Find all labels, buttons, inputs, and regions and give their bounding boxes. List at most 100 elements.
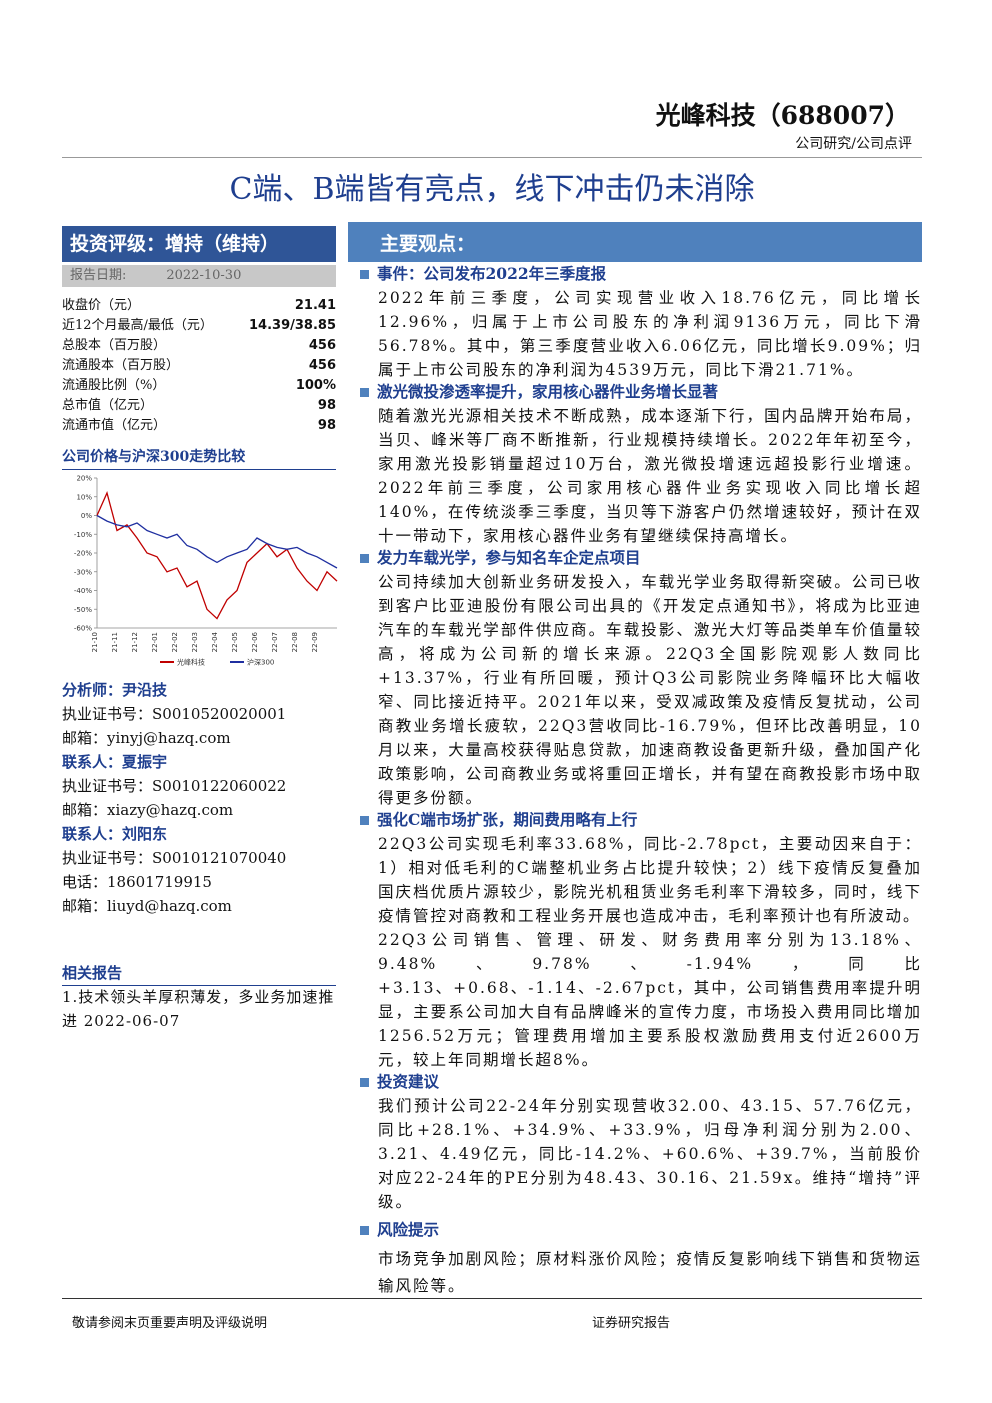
section-heading-text: 投资建议 (377, 1072, 440, 1091)
related-item: 1.技术领头羊厚积薄发，多业务加速推进 2022-06-07 (62, 988, 335, 1030)
section: 强化C端市场扩张，期间费用略有上行 22Q3公司实现毛利率33.68%，同比-2.… (360, 808, 922, 1072)
x-tick-label: 21-12 (131, 632, 139, 652)
stock-table: 收盘价（元） 21.41 近12个月最高/最低（元） 14.39/38.85 总股本（百… (62, 296, 336, 436)
section: 风险提示市场竞争加剧风险；原材料涨价风险；疫情反复影响线下销售和货物运输风险等。 (360, 1218, 922, 1300)
y-tick-label: -10% (74, 531, 92, 539)
stock-row: 流通股比例（%） 100% (62, 376, 336, 396)
report-category: 公司研究/公司点评 (795, 136, 912, 152)
stock-value: 98 (317, 418, 336, 433)
stock-value: 100% (295, 378, 336, 393)
contact-line: 邮箱：liuyd@hazq.com (62, 897, 232, 915)
main-title: 主要观点： (380, 233, 476, 255)
section: 投资建议我们预计公司22-24年分别实现营收32.00、43.15、57.76亿… (360, 1070, 922, 1214)
paragraph: 随着激光光源相关技术不断成熟，成本逐渐下行，国内品牌开始布局，当贝、峰米等厂商不… (378, 407, 922, 545)
paragraph: 我们预计公司22-24年分别实现营收32.00、43.15、57.76亿元，同比… (378, 1097, 922, 1211)
y-tick-label: -30% (74, 568, 92, 576)
y-tick-label: -50% (74, 606, 92, 614)
section-heading: 风险提示 (360, 1218, 922, 1242)
y-tick-label: 10% (76, 493, 92, 501)
section-heading-text: 激光微投渗透率提升，家用核心器件业务增长显著 (377, 382, 719, 401)
stock-label: 总股本（百万股） (62, 338, 167, 353)
price-chart: 20% 10% 0% -10% -20% -30% -40% -50% -60%21-10 21-… (74, 475, 338, 667)
x-tick-label: 22-01 (151, 632, 159, 652)
stock-value: 456 (308, 358, 336, 373)
bullet-icon (360, 1225, 369, 1235)
stock-value: 456 (308, 338, 336, 353)
series-line (96, 491, 338, 620)
contact-title: 联系人：夏振宇 (62, 753, 168, 771)
section-heading: 强化C端市场扩张，期间费用略有上行 (360, 808, 922, 832)
related-title: 相关报告 (62, 962, 336, 986)
stock-row: 总股本（百万股） 456 (62, 336, 336, 356)
bullet-icon (360, 1077, 369, 1087)
section-heading: 激光微投渗透率提升，家用核心器件业务增长显著 (360, 380, 922, 404)
paragraph: 公司持续加大创新业务研发投入，车载光学业务取得新突破。公司已收到客户比亚迪股份有… (378, 573, 922, 807)
bullet-icon (360, 815, 369, 825)
contact-title: 联系人：刘阳东 (62, 825, 168, 843)
legend-label: 沪深300 (247, 658, 274, 667)
contact-title: 分析师：尹沿技 (62, 681, 168, 699)
section-heading-text: 风险提示 (377, 1220, 440, 1239)
contact-line: 执业证书号：S0010520020001 (62, 705, 287, 723)
paragraph: 2022年前三季度，公司实现营业收入18.76亿元，同比增长12.96%，归属于… (378, 289, 922, 379)
stock-row: 近12个月最高/最低（元） 14.39/38.85 (62, 316, 336, 336)
date-label: 报告日期: (70, 268, 127, 283)
footer-left: 敬请参阅末页重要声明及评级说明 (72, 1316, 268, 1331)
stock-label: 流通市值（亿元） (62, 418, 167, 433)
contact-line: 邮箱：yinyj@hazq.com (62, 729, 231, 747)
y-tick-label: 20% (76, 475, 92, 483)
stock-label: 总市值（亿元） (62, 398, 154, 413)
main-bar: 主要观点： (348, 222, 922, 262)
section-heading-text: 强化C端市场扩张，期间费用略有上行 (377, 810, 638, 829)
x-tick-label: 22-03 (191, 632, 199, 652)
x-tick-label: 22-04 (211, 631, 219, 652)
date: 2022-10-30 (166, 268, 242, 283)
main-sections: 事件：公司发布2022年三季度报 2022年前三季度，公司实现营业收入18.76亿… (360, 262, 922, 1298)
section-heading: 发力车载光学，参与知名车企定点项目 (360, 546, 922, 570)
x-tick-label: 22-05 (231, 632, 239, 652)
related-list: 1.技术领头羊厚积薄发，多业务加速推进 2022-06-07 (62, 985, 338, 1033)
stock-row: 收盘价（元） 21.41 (62, 296, 336, 316)
y-tick-label: -60% (74, 625, 92, 633)
y-tick-label: -20% (74, 550, 92, 558)
stock-label: 近12个月最高/最低（元） (62, 318, 213, 333)
x-tick-label: 21-10 (91, 632, 99, 652)
stock-value: 98 (317, 398, 336, 413)
x-tick-label: 22-02 (171, 632, 179, 652)
contact-line: 执业证书号：S0010121070040 (62, 849, 287, 867)
section-heading-text: 发力车载光学，参与知名车企定点项目 (377, 548, 641, 567)
x-tick-label: 22-08 (291, 632, 299, 652)
x-tick-label: 22-07 (271, 632, 279, 652)
section-heading: 投资建议 (360, 1070, 922, 1094)
company-name: 光峰科技（688007） (655, 101, 910, 130)
series-line (96, 514, 338, 569)
section-heading-text: 事件：公司发布2022年三季度报 (377, 264, 607, 283)
rating: 投资评级：增持（维持） (70, 233, 280, 255)
bullet-icon (360, 387, 369, 397)
stock-label: 收盘价（元） (62, 298, 141, 313)
section: 事件：公司发布2022年三季度报 2022年前三季度，公司实现营业收入18.76亿… (360, 262, 922, 382)
section-heading: 事件：公司发布2022年三季度报 (360, 262, 922, 286)
title: C端、B端皆有亮点，线下冲击仍未消除 (229, 172, 755, 207)
rating-bar: 投资评级：增持（维持） (62, 226, 336, 262)
footer-rule (62, 1298, 922, 1299)
stock-row: 流通股本（百万股） 456 (62, 356, 336, 376)
paragraph: 市场竞争加剧风险；原材料涨价风险；疫情反复影响线下销售和货物运输风险等。 (378, 1250, 922, 1295)
legend-label: 光峰科技 (177, 658, 205, 667)
date-bar: 报告日期: 2022-10-30 (62, 265, 336, 287)
contacts: 分析师：尹沿技执业证书号：S0010520020001 邮箱：yinyj@hazq… (62, 678, 342, 918)
footer-right: 证券研究报告 (592, 1316, 671, 1331)
contact-line: 执业证书号：S0010122060022 (62, 777, 287, 795)
stock-value: 14.39/38.85 (249, 318, 336, 333)
chart-title: 公司价格与沪深300走势比较 (62, 446, 336, 470)
paragraph: 22Q3公司销售、管理、研发、财务费用率分别为13.18%、9.48%、9.78… (378, 931, 922, 1069)
rule (62, 157, 922, 158)
section: 发力车载光学，参与知名车企定点项目公司持续加大创新业务研发投入，车载光学业务取得… (360, 546, 922, 810)
y-tick-label: -40% (74, 587, 92, 595)
section: 激光微投渗透率提升，家用核心器件业务增长显著随着激光光源相关技术不断成熟，成本逐… (360, 380, 922, 548)
x-tick-label: 22-06 (251, 631, 259, 652)
stock-label: 流通股比例（%） (62, 378, 166, 393)
stock-label: 流通股本（百万股） (62, 358, 180, 373)
paragraph: 22Q3公司实现毛利率33.68%，同比-2.78pct，主要动因来自于：1）相… (378, 835, 922, 925)
stock-row: 流通市值（亿元） 98 (62, 416, 336, 436)
